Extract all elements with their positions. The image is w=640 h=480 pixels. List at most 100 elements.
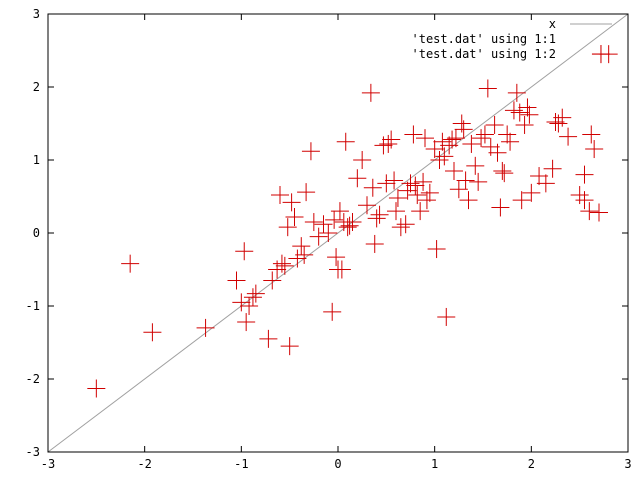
data-point: [417, 191, 436, 210]
data-point: [232, 293, 251, 312]
data-point: [472, 129, 491, 148]
data-point: [330, 202, 349, 221]
data-point: [278, 218, 297, 237]
data-point: [297, 183, 316, 202]
data-point: [462, 134, 481, 153]
data-point: [295, 245, 314, 264]
data-point: [246, 284, 265, 303]
data-point: [416, 129, 434, 148]
data-point: [493, 161, 512, 180]
data-point: [408, 186, 427, 205]
data-point: [469, 172, 488, 191]
x-tick-label: -2: [137, 457, 151, 471]
data-point: [387, 202, 405, 221]
data-point: [379, 134, 398, 153]
data-point: [87, 379, 106, 398]
data-point: [382, 130, 401, 149]
data-point: [570, 186, 589, 205]
legend-entry-label: 'test.dat' using 1:1: [412, 32, 557, 46]
data-point: [272, 254, 291, 273]
data-point: [282, 193, 301, 212]
data-point: [466, 156, 485, 175]
legend-entry-label: 'test.dat' using 1:2: [412, 47, 557, 61]
y-tick-label: 2: [33, 80, 40, 94]
data-point: [510, 103, 529, 122]
data-point: [391, 218, 410, 237]
data-point: [575, 165, 594, 184]
y-tick-label: -2: [26, 372, 40, 386]
x-tick-label: 2: [528, 457, 535, 471]
data-point: [495, 164, 514, 183]
data-point: [427, 240, 446, 259]
data-point: [433, 132, 452, 151]
data-point: [363, 178, 382, 197]
data-point: [327, 248, 346, 267]
data-point: [240, 297, 259, 315]
data-point: [515, 115, 534, 134]
x-tick-label: 3: [624, 457, 631, 471]
data-point: [309, 227, 328, 246]
data-point: [235, 242, 254, 261]
data-point: [288, 249, 307, 268]
y-tick-label: 3: [33, 7, 40, 21]
data-point: [435, 147, 454, 166]
y-tick-label: -1: [26, 299, 40, 313]
y-tick-label: -3: [26, 445, 40, 459]
data-point: [370, 205, 389, 224]
data-point: [396, 215, 415, 234]
data-point: [590, 203, 608, 222]
data-point: [520, 105, 539, 124]
data-point: [449, 180, 468, 199]
data-point: [377, 174, 396, 193]
data-point: [546, 113, 565, 132]
data-point: [237, 313, 256, 332]
data-point: [454, 120, 473, 139]
data-point: [332, 260, 351, 279]
data-point: [420, 183, 439, 202]
data-point: [280, 337, 299, 356]
data-point: [343, 213, 362, 232]
data-point: [459, 191, 478, 210]
data-point: [143, 323, 162, 342]
data-point: [259, 329, 278, 348]
data-point: [430, 151, 449, 169]
data-point: [121, 254, 140, 273]
data-point: [292, 237, 311, 256]
data-point: [263, 271, 282, 290]
legend: x'test.dat' using 1:1'test.dat' using 1:…: [412, 17, 612, 63]
data-point: [491, 198, 510, 217]
data-point: [271, 186, 289, 205]
data-point: [443, 130, 462, 149]
data-point: [196, 318, 215, 337]
data-point: [512, 191, 531, 210]
x-tick-label: 0: [334, 457, 341, 471]
x-tick-label: -3: [41, 457, 55, 471]
data-point: [398, 181, 417, 200]
data-point: [559, 127, 578, 146]
data-point: [522, 183, 541, 202]
x-tick-label: -1: [234, 457, 248, 471]
data-point: [243, 288, 262, 307]
data-point: [404, 125, 423, 144]
legend-entry-label: x: [549, 17, 556, 31]
series-line-x: [47, 13, 629, 453]
data-point: [314, 215, 333, 234]
data-point: [507, 83, 526, 102]
data-point: [536, 174, 555, 193]
data-point: [361, 83, 380, 102]
data-point: [340, 216, 359, 235]
data-point: [414, 172, 433, 191]
data-point: [518, 98, 537, 117]
data-point: [475, 125, 494, 144]
data-point: [582, 125, 601, 144]
plot-frame: [47, 13, 629, 453]
data-point: [543, 159, 562, 178]
data-point: [367, 209, 386, 228]
data-point: [365, 234, 384, 253]
y-tick-label: 1: [33, 153, 40, 167]
data-point: [501, 132, 520, 151]
data-point: [319, 224, 338, 242]
data-point: [323, 302, 342, 321]
